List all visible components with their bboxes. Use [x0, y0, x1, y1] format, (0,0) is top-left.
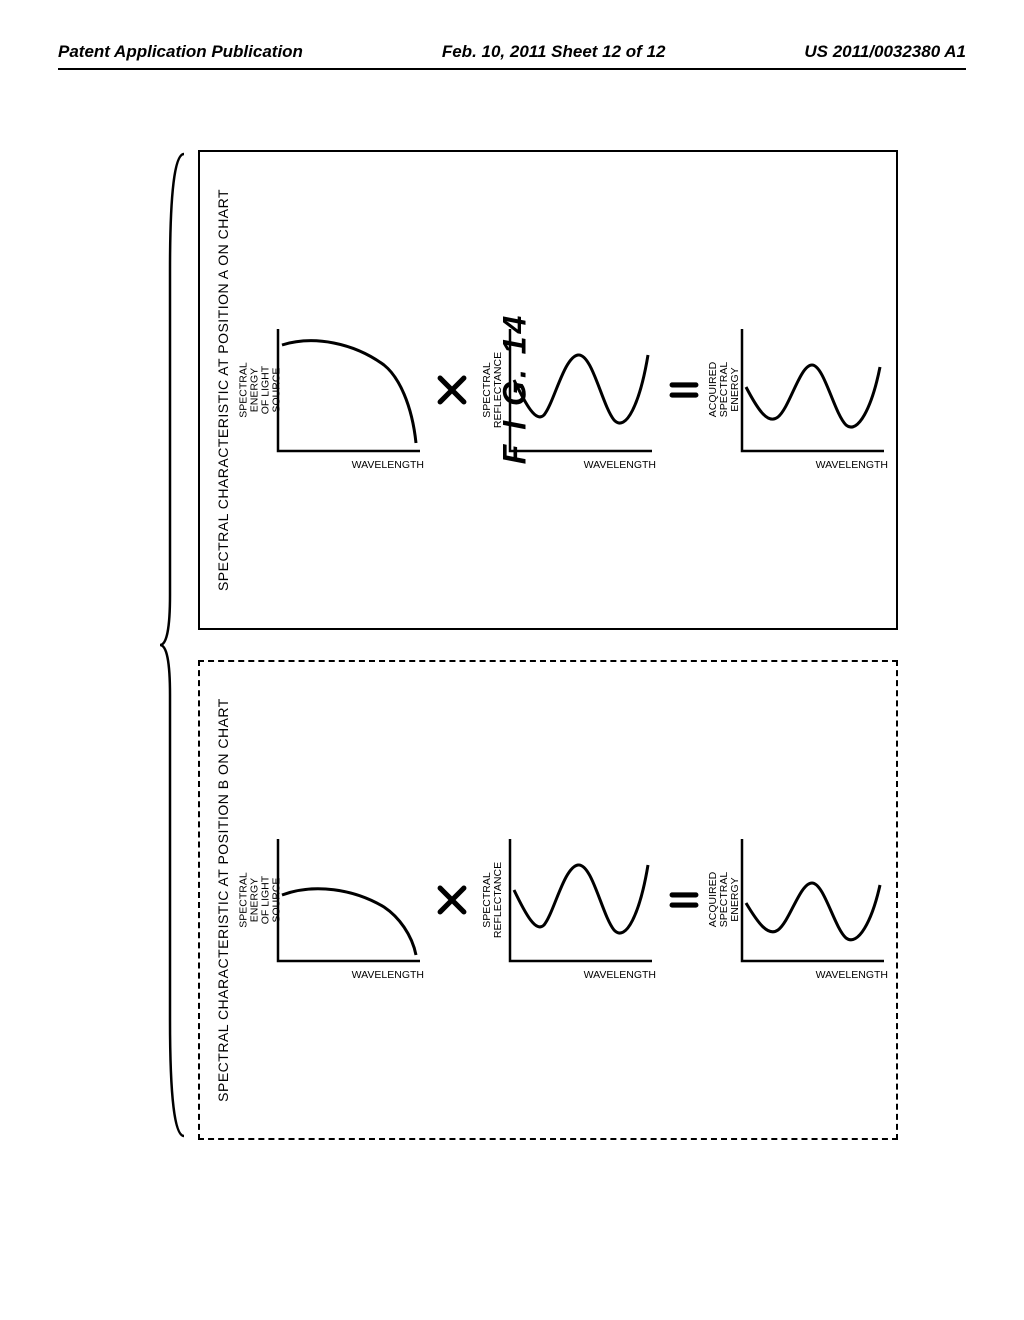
chart-b-reflect: SPECTRALREFLECTANCE WAVELENGTH [480, 823, 656, 978]
header-right: US 2011/0032380 A1 [804, 42, 966, 62]
chart-a-acquired-svg [738, 325, 888, 455]
header-left: Patent Application Publication [58, 42, 303, 62]
chart-a-acquired: ACQUIREDSPECTRALENERGY WAVELENGTH [712, 313, 888, 468]
panel-a-title: SPECTRAL CHARACTERISTIC AT POSITION A ON… [215, 189, 231, 591]
panel-a-title-wrap: SPECTRAL CHARACTERISTIC AT POSITION A ON… [210, 152, 236, 628]
chart-a-source: SPECTRALENERGYOF LIGHTSOURCE WAVELENGTH [248, 313, 424, 468]
xlabel-b-source: WAVELENGTH [352, 969, 424, 981]
panel-b-charts: SPECTRALENERGYOF LIGHTSOURCE WAVELENGTH … [248, 662, 888, 1138]
xlabel-b-acquired: WAVELENGTH [816, 969, 888, 981]
panel-b-title-wrap: SPECTRAL CHARACTERISTIC AT POSITION B ON… [210, 662, 236, 1138]
curly-brace-icon [158, 150, 188, 1140]
chart-b-acquired: ACQUIREDSPECTRALENERGY WAVELENGTH [712, 823, 888, 978]
multiply-icon [424, 373, 480, 407]
page-header: Patent Application Publication Feb. 10, … [0, 42, 1024, 62]
xlabel-a-acquired: WAVELENGTH [816, 459, 888, 471]
panel-position-a: SPECTRAL CHARACTERISTIC AT POSITION A ON… [198, 150, 898, 630]
chart-a-reflect-svg [506, 325, 656, 455]
ylabel-a-acquired: ACQUIREDSPECTRALENERGY [708, 362, 741, 417]
chart-b-reflect-svg [506, 835, 656, 965]
xlabel-b-reflect: WAVELENGTH [584, 969, 656, 981]
chart-b-acquired-svg [738, 835, 888, 965]
panel-position-b: SPECTRAL CHARACTERISTIC AT POSITION B ON… [198, 660, 898, 1140]
chart-a-source-svg [274, 325, 424, 455]
ylabel-b-reflect: SPECTRALREFLECTANCE [482, 862, 504, 938]
xlabel-a-source: WAVELENGTH [352, 459, 424, 471]
ylabel-a-reflect: SPECTRALREFLECTANCE [482, 352, 504, 428]
chart-a-reflect: SPECTRALREFLECTANCE WAVELENGTH [480, 313, 656, 468]
xlabel-a-reflect: WAVELENGTH [584, 459, 656, 471]
panel-a-charts: SPECTRALENERGYOF LIGHTSOURCE WAVELENGTH [248, 152, 888, 628]
equals-icon [656, 883, 712, 917]
figure-14: F I G. 14 SPECTRAL CHARACTERISTIC AT POS… [120, 150, 910, 1140]
chart-b-source: SPECTRALENERGYOF LIGHTSOURCE WAVELENGTH [248, 823, 424, 978]
ylabel-b-acquired: ACQUIREDSPECTRALENERGY [708, 872, 741, 927]
header-rule [58, 68, 966, 70]
header-center: Feb. 10, 2011 Sheet 12 of 12 [442, 42, 666, 62]
chart-b-source-svg [274, 835, 424, 965]
equals-icon [656, 373, 712, 407]
panel-b-title: SPECTRAL CHARACTERISTIC AT POSITION B ON… [215, 698, 231, 1102]
multiply-icon [424, 883, 480, 917]
